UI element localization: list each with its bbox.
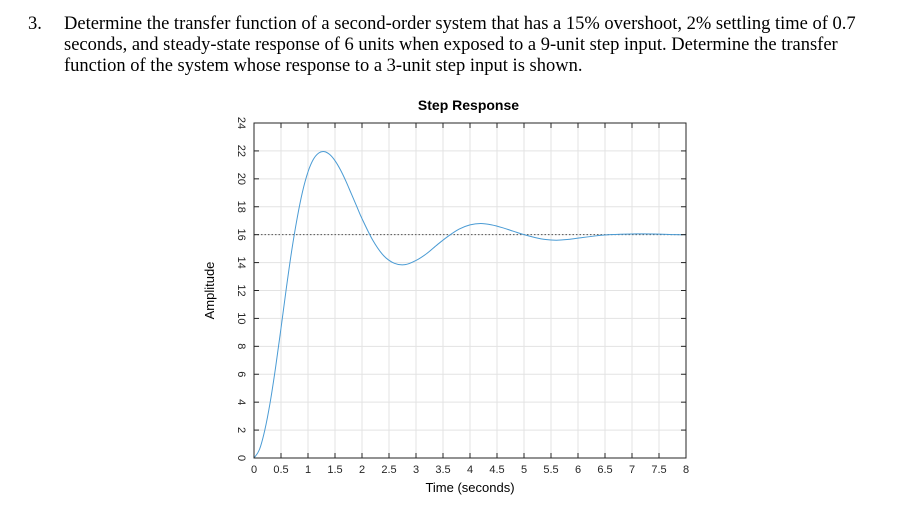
x-tick-label: 5.5 bbox=[543, 464, 558, 476]
x-tick-label: 1.5 bbox=[327, 464, 342, 476]
x-tick-label: 0 bbox=[251, 464, 257, 476]
x-tick-label: 5 bbox=[521, 464, 527, 476]
y-tick-label: 4 bbox=[235, 399, 247, 405]
y-tick-label: 8 bbox=[235, 343, 247, 349]
y-tick-label: 24 bbox=[235, 117, 247, 129]
x-tick-label: 3.5 bbox=[435, 464, 450, 476]
series-line bbox=[253, 151, 687, 459]
y-tick-label: 16 bbox=[235, 229, 247, 241]
x-tick-label: 2 bbox=[359, 464, 365, 476]
x-tick-label: 1 bbox=[305, 464, 311, 476]
x-tick-label: 4.5 bbox=[489, 464, 504, 476]
question-text: Determine the transfer function of a sec… bbox=[64, 14, 856, 76]
x-tick-label: 6.5 bbox=[597, 464, 612, 476]
y-axis-label: Amplitude bbox=[202, 262, 217, 320]
x-tick-label: 6 bbox=[575, 464, 581, 476]
chart-title: Step Response bbox=[417, 97, 520, 113]
y-tick-label: 22 bbox=[235, 145, 247, 157]
y-tick-label: 2 bbox=[235, 427, 247, 433]
question-number: 3. bbox=[28, 14, 42, 34]
y-tick-label: 10 bbox=[235, 312, 247, 324]
x-tick-label: 7.5 bbox=[651, 464, 666, 476]
y-tick-label: 6 bbox=[235, 371, 247, 377]
y-tick-label: 14 bbox=[235, 256, 247, 268]
grid bbox=[253, 122, 687, 459]
x-tick-label: 7 bbox=[629, 464, 635, 476]
y-tick-label: 20 bbox=[235, 173, 247, 185]
x-tick-label: 4 bbox=[467, 464, 473, 476]
x-tick-label: 2.5 bbox=[381, 464, 396, 476]
x-tick-label: 8 bbox=[683, 464, 689, 476]
question-block: 3. Determine the transfer function of a … bbox=[28, 14, 898, 77]
x-tick-labels: 0 0.5 1 1.5 2 2.5 3 3.5 4 4.5 5 5.5 6 6.5 7 7.5 8 bbox=[251, 464, 689, 476]
y-tick-label: 12 bbox=[235, 284, 247, 296]
x-axis-label: Time (seconds) bbox=[425, 480, 514, 495]
y-tick-label: 18 bbox=[235, 201, 247, 213]
y-tick-label: 0 bbox=[235, 455, 247, 461]
x-tick-label: 0.5 bbox=[273, 464, 288, 476]
ticks bbox=[253, 122, 687, 459]
x-tick-label: 3 bbox=[413, 464, 419, 476]
